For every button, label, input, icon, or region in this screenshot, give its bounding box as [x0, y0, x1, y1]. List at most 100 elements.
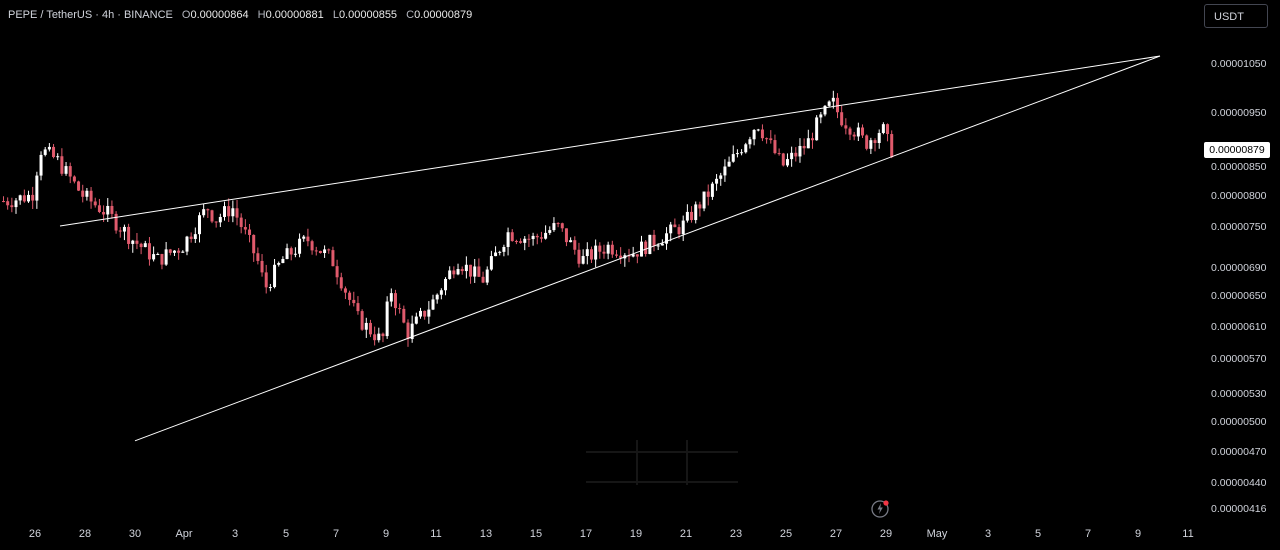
candle-body: [364, 322, 368, 330]
watermark-crosshair: [586, 440, 738, 485]
candle-body: [781, 153, 785, 166]
candle-body: [844, 125, 848, 129]
candle-body: [602, 251, 606, 254]
candle-body: [6, 201, 10, 206]
candle-body: [97, 205, 101, 212]
open-key: O: [181, 9, 191, 21]
candle-body: [89, 190, 93, 202]
time-tick-label: 5: [1035, 528, 1041, 540]
replay-button[interactable]: [870, 497, 892, 519]
time-tick-label: May: [927, 528, 948, 540]
candle-body: [777, 153, 781, 155]
time-tick-label: 26: [29, 528, 41, 540]
candle-body: [398, 308, 402, 310]
price-tick-label: 0.00000750: [1211, 221, 1267, 233]
candle-body: [68, 166, 72, 177]
trendlines[interactable]: [59, 55, 1161, 442]
candle-body: [514, 241, 518, 243]
candle-body: [827, 101, 831, 106]
candle-body: [331, 250, 335, 267]
price-tick-label: 0.00000470: [1211, 446, 1267, 458]
candle-body: [706, 191, 710, 197]
candle-body: [731, 154, 735, 162]
candle-body: [677, 227, 681, 235]
candle-body: [435, 294, 439, 300]
candle-body: [810, 138, 814, 141]
candle-body: [118, 230, 122, 232]
candle-body: [690, 211, 694, 221]
candle-body: [285, 248, 289, 259]
price-tick-label: 0.00000530: [1211, 388, 1267, 400]
candle-body: [869, 140, 873, 149]
candle-body: [798, 145, 802, 157]
time-tick-label: 30: [129, 528, 141, 540]
symbol-title[interactable]: PEPE / TetherUS · 4h · BINANCE: [8, 9, 173, 21]
time-tick-label: 17: [580, 528, 592, 540]
candle-body: [710, 183, 714, 197]
candle-body: [477, 266, 481, 277]
candle-body: [206, 209, 210, 211]
candle-body: [310, 241, 314, 251]
candle-body: [406, 322, 410, 339]
candle-body: [715, 178, 719, 184]
candle-body: [694, 204, 698, 221]
candle-body: [619, 255, 623, 259]
candle-body: [865, 135, 869, 149]
candle-body: [577, 249, 581, 264]
time-tick-label: 5: [283, 528, 289, 540]
candle-body: [106, 205, 110, 215]
candle-body: [748, 139, 752, 145]
high-key: H: [257, 9, 266, 21]
candle-body: [10, 205, 14, 208]
candle-body: [456, 269, 460, 275]
price-axis[interactable]: 0.00001050 0.00000950 0.00000850 0.00000800…: [1211, 58, 1267, 515]
trendline-lower[interactable]: [134, 55, 1161, 442]
time-tick-label: 3: [232, 528, 238, 540]
candle-body: [606, 244, 610, 254]
time-tick-label: 13: [480, 528, 492, 540]
time-tick-label: 7: [333, 528, 339, 540]
candle-body: [185, 236, 189, 252]
candle-body: [494, 252, 498, 257]
candle-body: [81, 190, 85, 197]
candle-body: [214, 221, 218, 223]
candle-body: [560, 223, 564, 229]
trendline-upper[interactable]: [59, 55, 1161, 227]
candle-body: [27, 194, 31, 202]
candle-body: [147, 243, 151, 260]
candle-body: [268, 287, 272, 289]
candle-body: [177, 250, 181, 253]
candle-body: [197, 215, 201, 235]
candle-body: [681, 220, 685, 235]
price-tick-label: 0.00000440: [1211, 477, 1267, 489]
low-value: 0.00000855: [338, 9, 398, 21]
candle-body: [852, 134, 856, 137]
candle-body: [823, 105, 827, 115]
time-tick-label: 9: [383, 528, 389, 540]
currency-button[interactable]: USDT: [1204, 4, 1268, 28]
candle-body: [373, 334, 377, 341]
symbol-header: PEPE / TetherUS · 4h · BINANCE O 0.000008…: [8, 9, 472, 21]
candle-body: [85, 190, 89, 197]
candle-body: [339, 277, 343, 289]
close-value: 0.00000879: [414, 9, 473, 21]
candle-body: [389, 293, 393, 302]
candle-body: [168, 249, 172, 253]
candle-body: [122, 226, 126, 232]
candle-body: [381, 333, 385, 337]
candle-body: [2, 201, 5, 203]
candle-body: [806, 138, 810, 149]
candle-body: [840, 112, 844, 126]
price-tick-label: 0.00000850: [1211, 161, 1267, 173]
candle-body: [723, 166, 727, 176]
time-axis[interactable]: 26 28 30 Apr 3 5 7 9 11 13 15 17 19 21 23 25 27 29 May 3 5 7 9…: [29, 528, 1194, 540]
candle-body: [131, 240, 135, 244]
time-tick-label: 11: [1182, 528, 1193, 540]
time-tick-label: 19: [630, 528, 642, 540]
candle-body: [489, 256, 493, 270]
candle-body: [498, 251, 502, 253]
candle-body: [464, 264, 468, 272]
candle-body: [735, 153, 739, 155]
